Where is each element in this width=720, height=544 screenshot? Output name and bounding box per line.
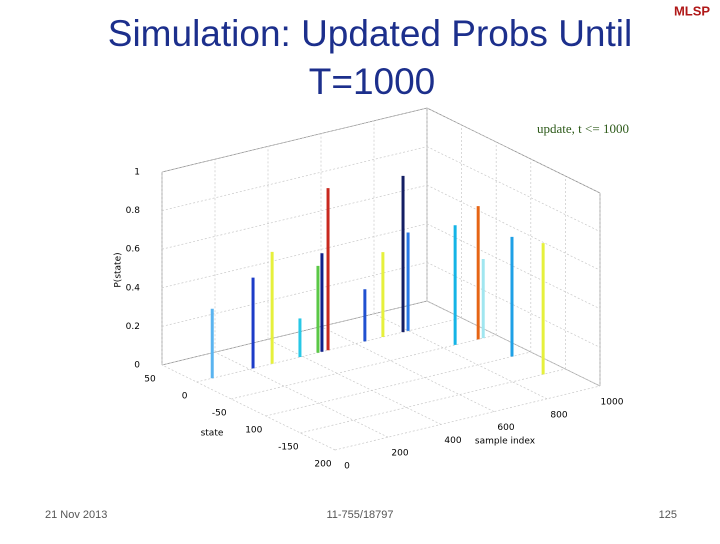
y-tick-label: 0 bbox=[182, 392, 188, 402]
grid-line bbox=[161, 107, 428, 173]
y-tick-label: 200 bbox=[314, 460, 331, 470]
grid-line bbox=[161, 184, 428, 250]
x-tick-label: 1000 bbox=[601, 398, 624, 408]
x-tick-label: 200 bbox=[391, 449, 408, 459]
course: 11-755/18797 bbox=[326, 509, 393, 521]
plot-title: update, t <= 1000 bbox=[537, 121, 629, 136]
logo: MLSP bbox=[674, 3, 710, 18]
grid-line bbox=[300, 368, 566, 434]
grid-line bbox=[265, 351, 531, 417]
y-axis-label: state bbox=[201, 429, 224, 439]
z-tick-label: 0.4 bbox=[126, 283, 141, 293]
grid-line bbox=[161, 146, 428, 211]
grid-line bbox=[161, 364, 336, 451]
grid-line bbox=[320, 326, 495, 412]
x-tick-label: 400 bbox=[444, 436, 461, 446]
page-number: 125 bbox=[659, 509, 677, 521]
z-tick-label: 0 bbox=[134, 361, 140, 371]
grid-line bbox=[426, 146, 601, 232]
slide-title: Simulation: Updated Probs Until bbox=[108, 13, 632, 54]
x-tick-label: 800 bbox=[550, 410, 567, 420]
z-tick-label: 0.2 bbox=[126, 322, 140, 332]
y-tick-label: -50 bbox=[212, 409, 227, 419]
grid-line bbox=[231, 334, 497, 400]
grid-line bbox=[161, 300, 428, 366]
grid-line bbox=[426, 184, 601, 271]
y-tick-label: 100 bbox=[245, 426, 262, 436]
x-axis-label: sample index bbox=[475, 437, 536, 447]
grid-line bbox=[161, 223, 428, 289]
grid-line bbox=[161, 262, 428, 327]
x-tick-label: 0 bbox=[344, 462, 350, 472]
y-tick-label: -150 bbox=[278, 443, 299, 453]
y-tick-label: 50 bbox=[144, 375, 156, 385]
slide-title: T=1000 bbox=[309, 61, 436, 102]
grid-line bbox=[267, 339, 442, 425]
grid-line bbox=[426, 107, 601, 194]
z-tick-label: 0.8 bbox=[126, 206, 141, 216]
x-tick-label: 600 bbox=[497, 423, 514, 433]
z-tick-label: 1 bbox=[134, 168, 140, 178]
grid-line bbox=[214, 351, 389, 438]
z-tick-label: 0.6 bbox=[126, 245, 141, 255]
plot: 0 200 400 600 800 1000 50 0 -50 100 -150 200 0 0.2 0.4… bbox=[126, 107, 624, 472]
z-axis-label: P(state) bbox=[114, 252, 124, 287]
grid-line bbox=[334, 385, 601, 451]
date: 21 Nov 2013 bbox=[45, 509, 107, 521]
